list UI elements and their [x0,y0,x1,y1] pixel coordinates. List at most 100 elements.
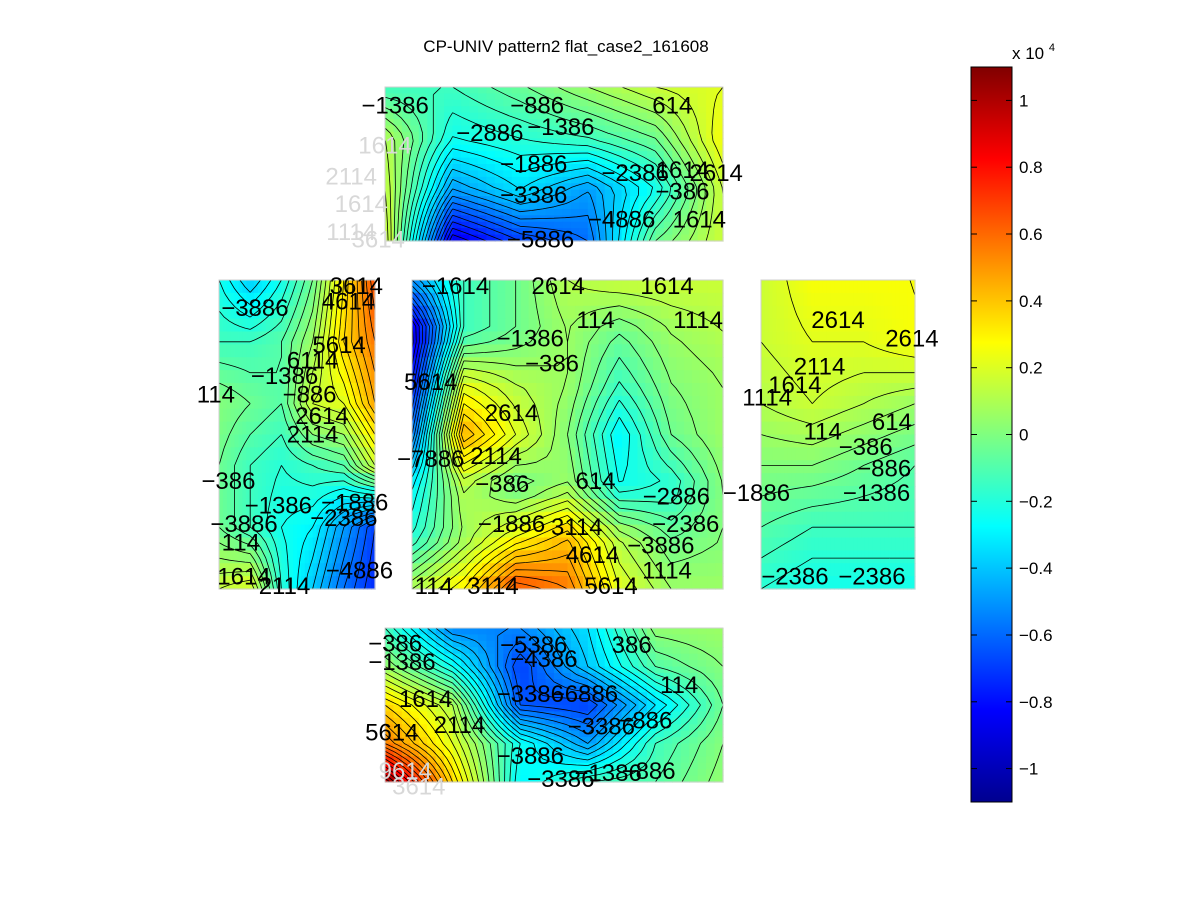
field-cell [570,208,580,216]
field-cell [646,112,656,120]
field-cell [697,87,707,95]
field-cell [545,730,555,738]
field-cell [845,550,851,564]
field-cell [780,447,785,461]
field-cell [505,395,514,410]
field-cell [289,473,294,487]
field-cell [876,486,881,500]
field-cell [316,305,321,320]
field-cell [277,395,282,410]
field-cell [822,486,828,500]
field-cell [899,344,905,358]
field-cell [761,421,766,436]
field-cell [707,550,716,564]
field-cell [469,164,479,172]
field-cell [621,640,631,648]
field-cell [655,93,665,101]
field-cell [841,486,847,500]
field-cell [528,711,538,719]
field-cell [222,563,228,577]
field-cell [880,460,885,474]
field-cell [418,138,428,146]
field-cell [907,447,912,461]
field-cell [895,460,901,474]
field-cell [787,395,793,410]
field-cell [621,460,631,474]
field-cell [596,99,606,107]
field-cell [590,498,600,513]
field-cell [776,318,781,333]
field-cell [545,228,555,236]
field-cell [401,647,411,655]
field-cell [697,705,707,713]
field-cell [857,318,862,333]
field-cell [689,228,699,236]
field-cell [277,383,282,397]
contour-label: 2614 [295,403,348,430]
field-cell [826,460,831,474]
field-cell [849,395,854,410]
field-cell [841,447,847,461]
field-cell [646,660,656,668]
field-cell [834,576,839,590]
field-cell [689,234,699,242]
panel-left-frame [218,279,376,590]
field-cell [621,563,631,577]
field-cell [435,460,444,474]
field-cell [401,228,411,236]
field-cell [554,640,564,648]
field-cell [269,537,275,551]
field-cell [226,550,232,564]
field-cell [776,537,781,551]
field-cell [864,408,870,423]
field-cell [570,698,580,706]
field-cell [316,524,321,539]
contour-label: −886 [622,758,676,785]
field-cell [528,576,538,590]
field-cell [477,730,487,738]
field-cell [764,576,770,590]
field-cell [570,221,580,229]
field-cell [857,421,862,436]
field-cell [528,208,538,216]
field-cell [410,157,420,165]
field-cell [265,498,271,513]
contour-label: −5386 [500,632,567,659]
field-cell [410,769,420,777]
field-cell [250,511,255,526]
field-cell [849,318,854,333]
field-cell [293,511,298,526]
field-cell [807,395,812,410]
field-cell [876,318,881,333]
field-cell [371,563,376,577]
field-cell [663,756,673,764]
field-cell [347,280,353,294]
field-cell [699,408,709,423]
field-cell [230,383,236,397]
field-cell [841,357,847,371]
field-cell [653,524,662,539]
contour-label: 1614 [656,157,709,184]
field-cell [393,170,403,178]
field-cell [714,660,724,668]
field-cell [474,331,483,345]
field-cell [791,550,797,564]
field-cell [477,679,487,687]
contour-label: −1886 [500,151,567,178]
field-cell [655,119,665,127]
field-cell [285,370,290,384]
field-cell [385,164,395,172]
field-cell [289,305,294,320]
field-cell [486,144,496,152]
field-cell [481,395,491,410]
field-cell [312,550,318,564]
field-cell [469,762,479,770]
field-cell [772,344,777,358]
field-cell [554,125,564,133]
field-cell [427,157,437,165]
field-cell [598,292,607,307]
field-cell [672,698,682,706]
field-cell [799,537,804,551]
field-cell [300,460,306,474]
field-cell [520,537,530,551]
